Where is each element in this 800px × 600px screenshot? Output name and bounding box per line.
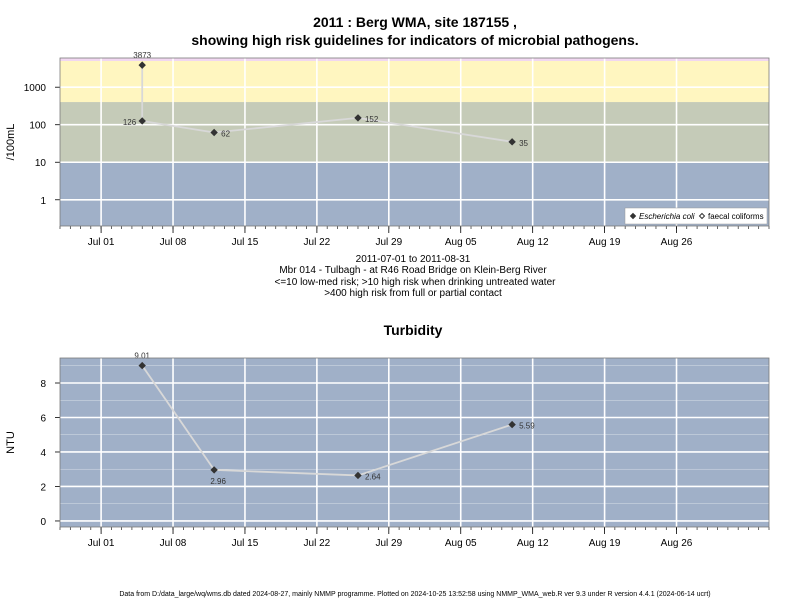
- data-point: [508, 420, 516, 429]
- legend-entry: faecal coliforms: [708, 212, 764, 221]
- legend-marker-open: [698, 212, 706, 220]
- x-tick-label: Aug 19: [589, 237, 621, 248]
- x-tick-label: Aug 05: [445, 237, 477, 248]
- y-tick-label: 4: [40, 448, 46, 459]
- x-tick-label: Aug 05: [445, 538, 477, 549]
- y-tick-label: 10: [35, 158, 47, 169]
- data-label: 2.64: [365, 472, 381, 481]
- legend-box: [624, 207, 768, 225]
- risk-band: [60, 102, 769, 163]
- legend-entry: Escherichia coli: [639, 212, 695, 221]
- data-point: [138, 361, 146, 370]
- data-point: [138, 61, 146, 69]
- data-point: [508, 138, 516, 146]
- x-tick-label: Jul 29: [375, 237, 402, 248]
- x-tick-label: Aug 12: [517, 538, 549, 549]
- data-label: 152: [365, 115, 379, 124]
- data-point: [354, 471, 362, 480]
- y-tick-label: 8: [40, 379, 46, 390]
- data-point: [138, 117, 146, 125]
- y-axis-label: NTU: [5, 431, 17, 454]
- plot-background: [60, 358, 769, 527]
- plot-frame: [59, 357, 770, 528]
- turbidity-chart-panel: Jul 01 Jul 08 Jul 15 Jul 22 Jul 29 Aug 05 Aug …: [5, 352, 770, 549]
- series-line: [141, 365, 513, 477]
- x-tick-label: Jul 08: [160, 538, 187, 549]
- data-label: 5.59: [519, 422, 535, 431]
- turbidity-chart-title: Turbidity: [384, 322, 443, 338]
- footer-note: Data from D:/data_large/wq/wms.db dated …: [119, 591, 710, 598]
- x-tick-label: Jul 15: [232, 237, 259, 248]
- site-caption: Mbr 014 - Tulbagh - at R46 Road Bridge o…: [279, 265, 547, 276]
- date-range-caption: 2011-07-01 to 2011-08-31: [356, 254, 471, 265]
- y-tick-label: 1000: [24, 83, 47, 94]
- x-tick-label: Aug 12: [517, 237, 549, 248]
- risk-band: [60, 60, 769, 103]
- y-tick-label: 100: [29, 121, 46, 132]
- risk-band: [60, 58, 769, 61]
- data-point: [354, 114, 362, 122]
- figure-title-line2: showing high risk guidelines for indicat…: [191, 32, 638, 48]
- y-tick-label: 6: [40, 413, 46, 424]
- x-tick-label: Jul 15: [232, 538, 259, 549]
- x-tick-label: Jul 22: [304, 237, 331, 248]
- data-label: 62: [221, 130, 230, 139]
- x-tick-label: Aug 26: [661, 538, 693, 549]
- x-tick-label: Jul 01: [88, 237, 115, 248]
- guideline-caption-2: >400 high risk from full or partial cont…: [324, 288, 502, 299]
- x-tick-label: Jul 29: [375, 538, 402, 549]
- y-tick-label: 2: [40, 482, 46, 493]
- x-tick-label: Jul 08: [160, 237, 187, 248]
- x-tick-label: Aug 26: [661, 237, 693, 248]
- data-point: [210, 466, 218, 474]
- data-label: 2.96: [210, 477, 226, 486]
- y-tick-label: 1: [40, 196, 46, 207]
- y-axis-label: /100mL: [5, 124, 17, 161]
- x-tick-label: Aug 19: [589, 538, 621, 549]
- plot-frame: [59, 57, 770, 227]
- y-tick-label: 0: [40, 517, 46, 528]
- x-tick-label: Jul 01: [88, 538, 115, 549]
- guideline-caption-1: <=10 low-med risk; >10 high risk when dr…: [275, 277, 557, 288]
- microbial-chart-panel: Jul 01 Jul 08 Jul 15 Jul 22 Jul 29 Aug 05 Aug …: [5, 51, 770, 248]
- data-label: 9.01: [134, 352, 150, 361]
- data-point: [210, 128, 218, 137]
- x-tick-label: Jul 22: [304, 538, 331, 549]
- data-label: 126: [123, 118, 137, 127]
- data-label: 3873: [133, 51, 151, 60]
- data-label: 35: [519, 139, 528, 148]
- figure-title-line1: 2011 : Berg WMA, site 187155 ,: [313, 14, 517, 30]
- legend-marker-filled: [629, 212, 637, 220]
